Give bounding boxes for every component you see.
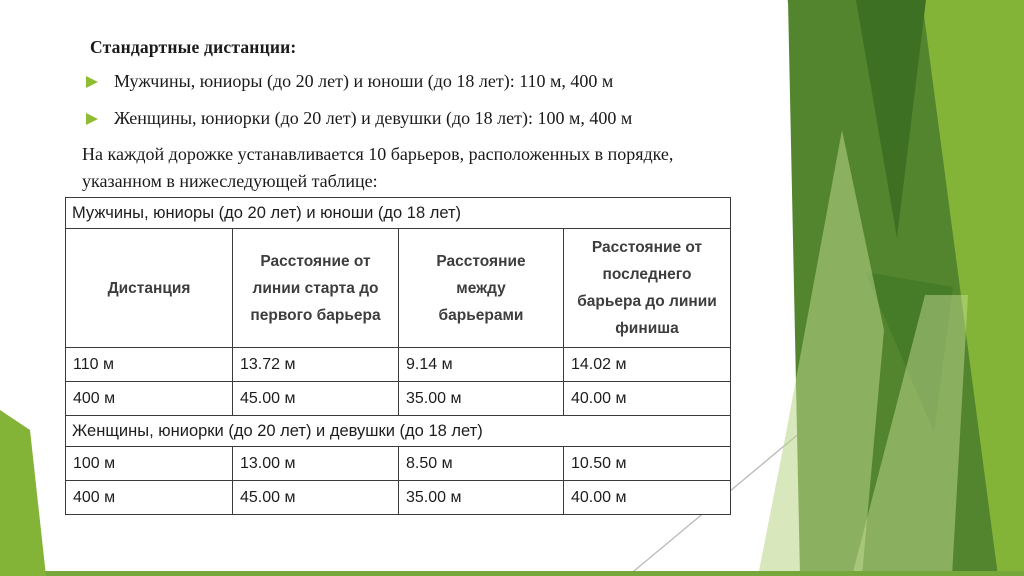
section-title: Женщины, юниорки (до 20 лет) и девушки (… bbox=[64, 415, 732, 447]
table-cell: 400 м bbox=[65, 480, 233, 515]
table-cell: 14.02 м bbox=[562, 347, 732, 382]
table-row: 400 м 45.00 м 35.00 м 40.00 м bbox=[65, 480, 732, 515]
column-header: Дистанция bbox=[65, 228, 233, 348]
table-cell: 100 м bbox=[65, 446, 233, 481]
table-cell: 13.00 м bbox=[232, 446, 399, 481]
table-cell: 110 м bbox=[65, 347, 233, 382]
bullet-triangle-icon bbox=[86, 75, 98, 88]
table-cell: 10.50 м bbox=[562, 446, 732, 481]
intro-paragraph: На каждой дорожке устанавливается 10 бар… bbox=[82, 144, 674, 191]
section-title: Мужчины, юниоры (до 20 лет) и юноши (до … bbox=[64, 197, 732, 229]
table-cell: 45.00 м bbox=[232, 480, 399, 515]
table-row: 100 м 13.00 м 8.50 м 10.50 м bbox=[65, 446, 732, 481]
column-header: Расстояние от последнего барьера до лини… bbox=[562, 228, 732, 348]
slide-title: Стандартные дистанции: bbox=[90, 37, 297, 57]
table-cell: 35.00 м bbox=[398, 480, 564, 515]
bullet-triangle-icon bbox=[86, 112, 98, 125]
bullet-text: Мужчины, юниоры (до 20 лет) и юноши (до … bbox=[114, 71, 614, 91]
column-header: Расстояние между барьерами bbox=[398, 228, 564, 348]
table-row: 110 м 13.72 м 9.14 м 14.02 м bbox=[65, 347, 732, 382]
table-cell: 13.72 м bbox=[232, 347, 399, 382]
table-cell: 45.00 м bbox=[232, 381, 399, 416]
distances-table: Мужчины, юниоры (до 20 лет) и юноши (до … bbox=[64, 197, 732, 515]
table-cell: 8.50 м bbox=[398, 446, 564, 481]
table-header-row: Дистанция Расстояние от линии старта до … bbox=[65, 228, 732, 348]
table-cell: 35.00 м bbox=[398, 381, 564, 416]
table-row: 400 м 45.00 м 35.00 м 40.00 м bbox=[65, 381, 732, 416]
table-cell: 40.00 м bbox=[562, 381, 732, 416]
bullet-text: Женщины, юниорки (до 20 лет) и девушки (… bbox=[114, 108, 633, 128]
table-section-row: Мужчины, юниоры (до 20 лет) и юноши (до … bbox=[64, 197, 732, 229]
table-cell: 400 м bbox=[65, 381, 233, 416]
column-header: Расстояние от линии старта до первого ба… bbox=[232, 228, 399, 348]
table-cell: 40.00 м bbox=[562, 480, 732, 515]
table-section-row: Женщины, юниорки (до 20 лет) и девушки (… bbox=[64, 415, 732, 447]
bullet-item: Мужчины, юниоры (до 20 лет) и юноши (до … bbox=[86, 71, 613, 92]
table-cell: 9.14 м bbox=[398, 347, 564, 382]
bullet-item: Женщины, юниорки (до 20 лет) и девушки (… bbox=[86, 108, 632, 129]
